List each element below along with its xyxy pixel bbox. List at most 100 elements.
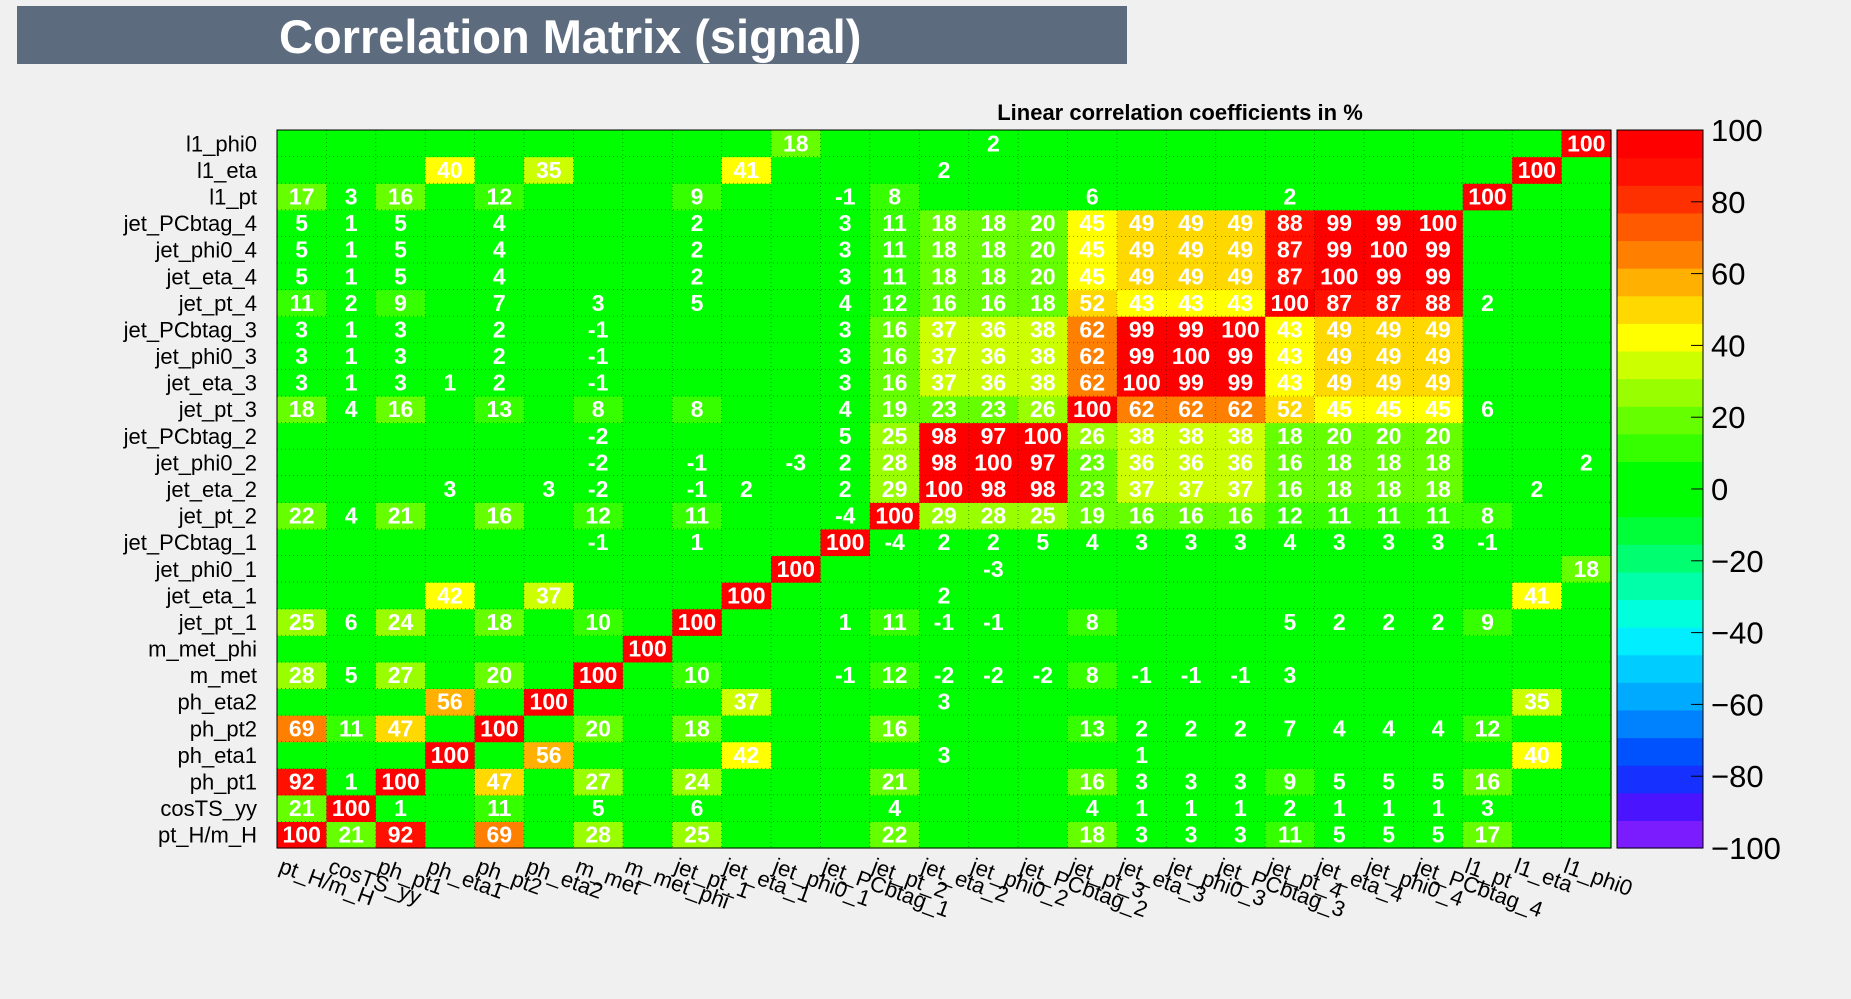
heatmap-cell	[968, 156, 1019, 184]
heatmap-cell	[573, 236, 624, 264]
cell-value-label: 5	[691, 290, 704, 316]
cell-value-label: 9	[394, 290, 407, 316]
heatmap-cell	[573, 183, 624, 211]
cell-value-label: 7	[1283, 715, 1296, 741]
cell-value-label: 19	[1079, 503, 1105, 529]
heatmap-cell	[326, 555, 377, 583]
heatmap-cell	[771, 502, 822, 530]
heatmap-cell	[1116, 555, 1167, 583]
heatmap-cell	[1166, 316, 1217, 344]
heatmap-cell	[1512, 262, 1563, 291]
cell-value-label: 100	[628, 636, 666, 662]
cell-value-label: 4	[1432, 715, 1445, 741]
heatmap-cell	[474, 688, 525, 716]
heatmap-cell	[672, 183, 723, 211]
y-tick-label: ph_pt1	[190, 770, 257, 795]
heatmap-cell	[573, 130, 624, 158]
cell-value-label: 3	[1185, 822, 1198, 848]
cell-value-label: 99	[1376, 263, 1402, 289]
cell-value-label: 24	[684, 769, 710, 795]
heatmap-cell	[573, 794, 624, 823]
heatmap-cell	[1265, 156, 1316, 184]
heatmap-cell	[869, 582, 920, 610]
cell-value-label: 2	[839, 449, 852, 475]
color-scale-bar	[1616, 129, 1704, 849]
heatmap-cell	[869, 209, 920, 237]
cell-value-label: 38	[1030, 343, 1056, 369]
heatmap-cell	[721, 741, 772, 769]
cell-value-label: 12	[1475, 715, 1501, 741]
heatmap-cell	[672, 236, 723, 264]
cell-value-label: 100	[875, 503, 913, 529]
cell-value-label: 36	[981, 316, 1007, 342]
cell-value-label: 2	[987, 529, 1000, 555]
heatmap-cell	[1215, 661, 1266, 690]
heatmap-cell	[1116, 342, 1167, 370]
heatmap-cell	[425, 316, 476, 344]
cell-value-label: 5	[592, 795, 605, 821]
cell-value-label: 100	[1073, 396, 1111, 422]
heatmap-cell	[573, 342, 624, 370]
colorbar-swatch	[1617, 737, 1703, 766]
cell-value-label: 36	[981, 370, 1007, 396]
cell-value-label: 18	[1277, 423, 1303, 449]
heatmap-cell	[1215, 821, 1266, 849]
heatmap-cell	[1067, 715, 1118, 743]
heatmap-cell	[820, 395, 871, 424]
heatmap-cell	[425, 635, 476, 663]
cell-value-label: 5	[295, 263, 308, 289]
heatmap-cell	[1018, 183, 1069, 211]
cell-value-label: 47	[388, 715, 414, 741]
heatmap-cell	[1314, 555, 1365, 583]
cell-value-label: 8	[1086, 662, 1099, 688]
cell-value-label: 36	[1178, 449, 1204, 475]
cell-value-label: 88	[1425, 290, 1451, 316]
heatmap-cell	[375, 289, 426, 317]
cell-value-label: 24	[388, 609, 414, 635]
heatmap-cell	[968, 555, 1019, 583]
heatmap-cell	[326, 794, 377, 823]
heatmap-cell	[869, 635, 920, 663]
colorbar-swatch	[1617, 240, 1703, 269]
heatmap-cell	[1462, 582, 1513, 610]
cell-value-label: 20	[1326, 423, 1352, 449]
cell-value-label: 62	[1079, 370, 1105, 396]
heatmap-cell	[1166, 156, 1217, 184]
heatmap-cell	[1018, 209, 1069, 237]
heatmap-cell	[1116, 528, 1167, 557]
heatmap-cell	[1462, 555, 1513, 583]
heatmap-cell	[277, 741, 328, 769]
heatmap-cell	[771, 741, 822, 769]
heatmap-cell	[524, 156, 575, 184]
cell-value-label: 5	[1333, 769, 1346, 795]
heatmap-cell	[968, 183, 1019, 211]
cell-value-label: 2	[839, 476, 852, 502]
heatmap-cell	[1265, 395, 1316, 424]
heatmap-cell	[1462, 316, 1513, 344]
heatmap-cell	[1166, 342, 1217, 370]
cell-value-label: 25	[1030, 503, 1056, 529]
cell-value-label: 49	[1129, 263, 1155, 289]
heatmap-cell	[1512, 794, 1563, 823]
heatmap-cell	[721, 262, 772, 291]
cell-value-label: 2	[1432, 609, 1445, 635]
cell-value-label: 18	[1376, 449, 1402, 475]
cell-value-label: 18	[1079, 822, 1105, 848]
cell-value-label: 1	[394, 795, 407, 821]
heatmap-cell	[375, 262, 426, 291]
heatmap-cell	[919, 156, 970, 184]
heatmap-cell	[1413, 289, 1464, 317]
heatmap-cell	[919, 369, 970, 397]
heatmap-cell	[1512, 502, 1563, 530]
cell-value-label: 100	[1221, 316, 1259, 342]
heatmap-cell	[1018, 741, 1069, 769]
heatmap-cell	[1215, 715, 1266, 743]
heatmap-cell	[524, 635, 575, 663]
cell-value-label: 100	[727, 582, 765, 608]
heatmap-cell	[771, 582, 822, 610]
cell-value-label: 49	[1178, 210, 1204, 236]
heatmap-cell	[1512, 475, 1563, 503]
colorbar-swatch	[1617, 212, 1703, 242]
cell-value-label: 49	[1326, 370, 1352, 396]
heatmap-cell	[425, 342, 476, 370]
